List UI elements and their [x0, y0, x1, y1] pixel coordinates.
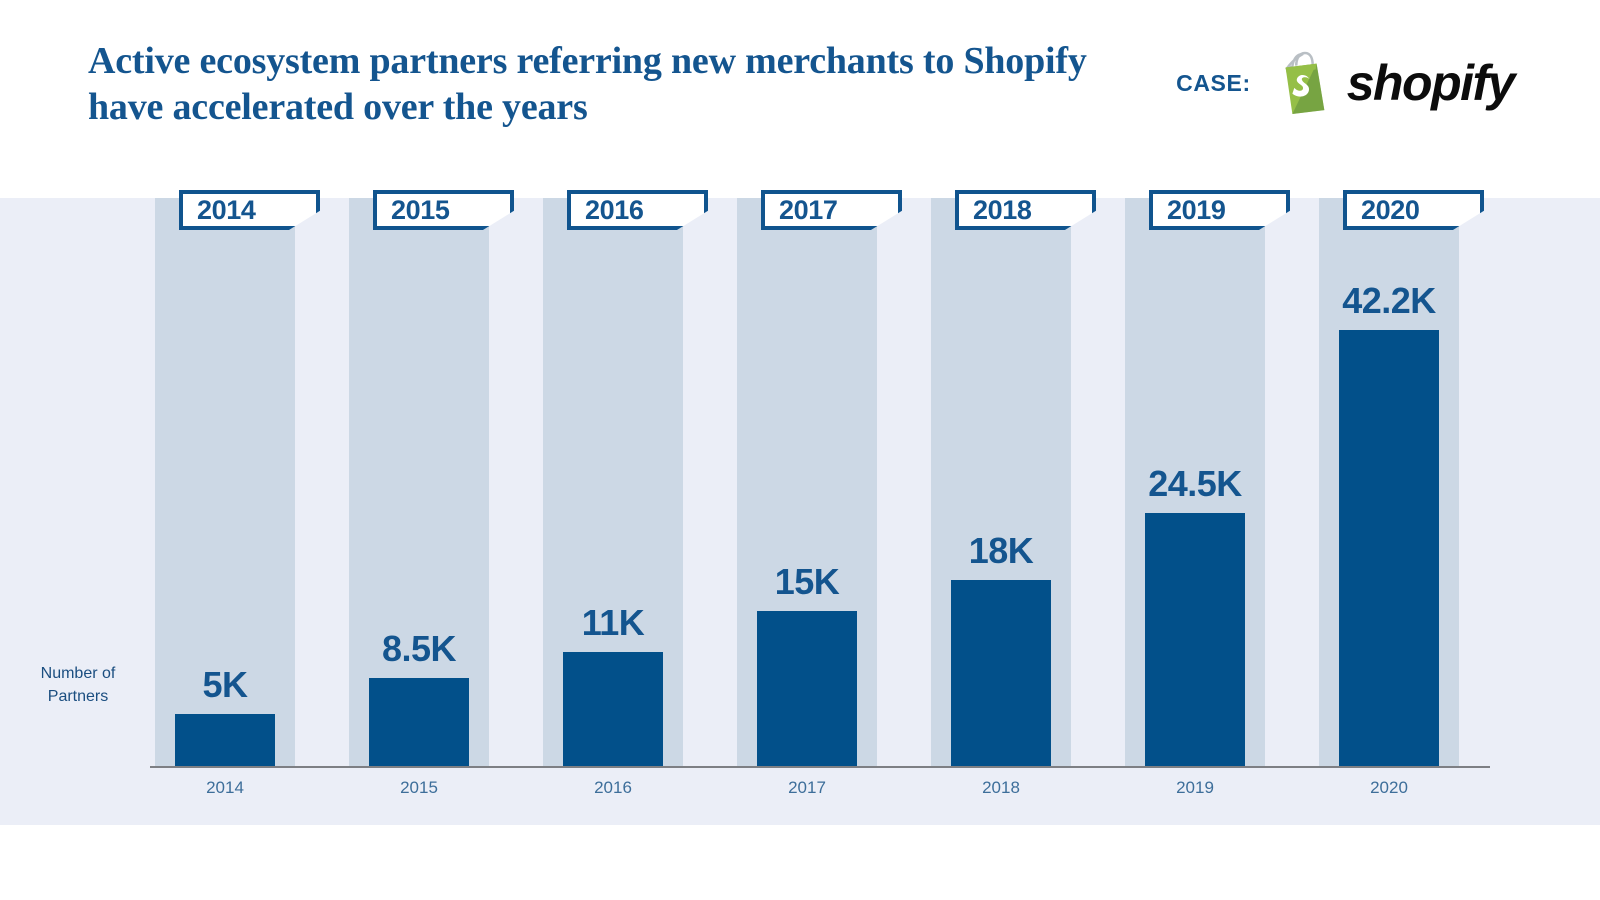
x-axis-line	[150, 766, 1490, 768]
year-tag-2016[interactable]: 2016	[567, 190, 708, 230]
bar-2017	[757, 611, 857, 766]
case-brand-block: CASE: shopify	[1176, 50, 1516, 116]
year-tag-2017[interactable]: 2017	[761, 190, 902, 230]
bar-2019	[1145, 513, 1245, 766]
year-tag-2019[interactable]: 2019	[1149, 190, 1290, 230]
bar-2020	[1339, 330, 1439, 766]
bar-value-2017: 15K	[774, 561, 840, 602]
x-tick-2015: 2015	[400, 778, 438, 797]
x-tick-2020: 2020	[1370, 778, 1408, 797]
bar-value-2020: 42.2K	[1342, 280, 1436, 321]
year-tag-2018[interactable]: 2018	[955, 190, 1096, 230]
bar-value-2014: 5K	[202, 664, 248, 705]
shopify-logo: shopify	[1273, 50, 1516, 116]
bar-value-2015: 8.5K	[381, 628, 457, 669]
year-tag-2020[interactable]: 2020	[1343, 190, 1484, 230]
bar-2014	[175, 714, 275, 766]
shopify-bag-icon	[1284, 51, 1325, 114]
year-tag-2014[interactable]: 2014	[179, 190, 320, 230]
case-label: CASE:	[1176, 69, 1251, 96]
x-tick-2016: 2016	[594, 778, 632, 797]
shopify-wordmark: shopify	[1346, 55, 1516, 111]
chart-band-2014	[155, 198, 295, 766]
bar-value-2016: 11K	[581, 602, 645, 643]
y-axis-title-line-1: Number of	[40, 665, 116, 682]
footer: Source: Company public filings	[0, 826, 1600, 900]
year-tag-2015[interactable]: 2015	[373, 190, 514, 230]
y-axis-title-line-2: Partners	[47, 688, 109, 706]
bar-2016	[563, 652, 663, 766]
y-axis-title: Number of Partners	[14, 662, 142, 708]
x-tick-2017: 2017	[788, 778, 826, 797]
bar-value-2019: 24.5K	[1148, 463, 1242, 504]
bar-2018	[951, 580, 1051, 766]
chart-band-2015	[349, 198, 489, 766]
x-tick-2019: 2019	[1176, 778, 1214, 797]
page-title: Active ecosystem partners referring new …	[88, 40, 1087, 129]
bar-2015	[369, 678, 469, 766]
bar-chart: 5K 2014 8.5K 2015 11K 2016 15K 2017 18K 2018 24.5K…	[155, 190, 1485, 768]
x-tick-2014: 2014	[206, 778, 244, 797]
bar-value-2018: 18K	[968, 530, 1034, 571]
x-tick-2018: 2018	[982, 778, 1020, 797]
